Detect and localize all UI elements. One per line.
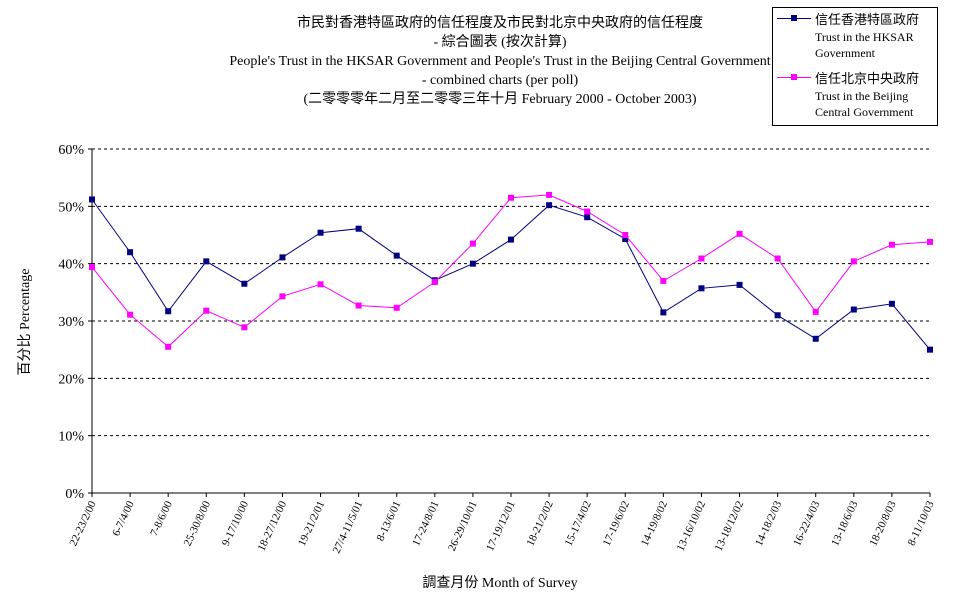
- legend-label-hksar-zh: 信任香港特區政府: [815, 12, 920, 27]
- data-point-series-1: [508, 236, 514, 243]
- series-line-1: [91, 199, 931, 351]
- y-tick-label: 40%: [58, 258, 84, 273]
- data-point-series-1: [736, 281, 743, 288]
- data-point-series-1: [698, 285, 705, 292]
- x-tick-label: 14-19/8/02: [639, 499, 670, 548]
- legend-marker-square-icon: [791, 15, 797, 21]
- data-point-series-2: [203, 307, 210, 314]
- x-tick-label: 13-16/10/02: [675, 499, 709, 553]
- data-point-series-1: [469, 260, 476, 267]
- y-tick-label: 50%: [58, 200, 84, 215]
- data-point-series-1: [165, 308, 172, 315]
- x-tick-label: 18-20/8/03: [867, 499, 898, 548]
- x-tick-label: 17-19/6/02: [601, 499, 632, 548]
- y-tick-label: 60%: [58, 143, 84, 158]
- data-point-series-1: [89, 196, 95, 203]
- legend-label-hksar-en-1: Trust in the HKSAR: [815, 30, 914, 44]
- data-point-series-1: [317, 229, 324, 236]
- y-axis-label: 百分比 Percentage: [18, 268, 33, 376]
- data-point-series-2: [927, 238, 933, 245]
- data-point-series-2: [89, 264, 95, 271]
- legend-marker-square-icon: [791, 74, 797, 80]
- data-point-series-1: [279, 254, 286, 261]
- data-point-series-1: [127, 249, 134, 256]
- data-point-series-2: [660, 277, 667, 284]
- data-point-series-2: [469, 240, 476, 247]
- chart-title: 市民對香港特區政府的信任程度及市民對北京中央政府的信任程度 - 綜合圖表 (按次…: [130, 14, 870, 109]
- data-point-series-2: [241, 324, 248, 331]
- x-tick-label: 16-22/4/03: [791, 499, 822, 548]
- data-point-series-2: [736, 230, 743, 237]
- data-point-series-2: [279, 293, 286, 300]
- data-point-series-2: [355, 302, 362, 309]
- series-line-2: [91, 194, 931, 348]
- data-point-series-2: [774, 255, 781, 262]
- x-tick-label: 8-13/6/01: [374, 499, 403, 543]
- data-point-series-1: [622, 236, 629, 243]
- data-point-series-2: [584, 208, 591, 215]
- data-point-series-1: [850, 306, 857, 313]
- title-line-zh-sub: - 綜合圖表 (按次計算): [433, 35, 567, 50]
- title-line-en: People's Trust in the HKSAR Government a…: [229, 54, 771, 69]
- data-point-series-2: [850, 258, 857, 265]
- x-tick-label: 17-24/8/01: [410, 499, 441, 548]
- x-tick-label: 19-21/2/01: [296, 499, 327, 548]
- data-point-series-2: [508, 194, 514, 201]
- data-point-series-2: [622, 232, 629, 238]
- data-point-series-2: [431, 279, 438, 286]
- x-tick-label: 18-27/12/00: [256, 499, 290, 553]
- x-tick-label: 14-18/2/03: [753, 499, 784, 548]
- x-tick-label: 27/4-11/5/01: [331, 499, 366, 555]
- x-tick-label: 8-11/10/03: [906, 499, 937, 548]
- y-tick-label: 30%: [58, 315, 84, 330]
- title-line-period: (二零零零年二月至二零零三年十月 February 2000 - October…: [303, 92, 697, 107]
- x-tick-label: 7-8/6/00: [148, 499, 175, 538]
- data-point-series-1: [927, 346, 933, 353]
- data-point-series-2: [317, 281, 324, 288]
- data-point-series-1: [546, 202, 553, 209]
- x-axis-label: 調查月份 Month of Survey: [422, 576, 578, 591]
- chart-legend: 信任香港特區政府 Trust in the HKSAR Government 信…: [772, 7, 938, 126]
- data-point-series-1: [203, 258, 210, 265]
- legend-swatch-beijing: [777, 74, 811, 80]
- data-point-series-2: [698, 255, 705, 262]
- x-tick-label: 25-30/8/00: [182, 499, 213, 548]
- x-tick-label: 15-17/4/02: [563, 499, 594, 548]
- x-tick-label: 17-19/12/01: [484, 499, 518, 553]
- data-point-series-1: [241, 280, 248, 287]
- x-tick-label: 22-23/2/00: [67, 499, 98, 548]
- legend-label-beijing-en-2: Central Government: [815, 105, 914, 119]
- legend-swatch-hksar: [777, 15, 811, 21]
- title-line-zh: 市民對香港特區政府的信任程度及市民對北京中央政府的信任程度: [297, 16, 703, 31]
- data-point-series-2: [546, 191, 553, 198]
- data-point-series-1: [584, 214, 591, 221]
- data-point-series-1: [355, 225, 362, 232]
- x-tick-label: 6-7/4/00: [110, 499, 137, 538]
- y-tick-label: 20%: [58, 372, 84, 387]
- legend-label-beijing-zh: 信任北京中央政府: [815, 71, 920, 86]
- x-tick-label: 13-18/12/02: [713, 499, 747, 553]
- data-point-series-2: [165, 343, 172, 350]
- data-point-series-2: [812, 308, 819, 315]
- data-point-series-1: [812, 335, 819, 342]
- title-line-en-sub: - combined charts (per poll): [421, 73, 579, 88]
- data-point-series-1: [660, 309, 667, 316]
- x-tick-label: 13-18/6/03: [829, 499, 860, 548]
- y-tick-label: 10%: [58, 430, 84, 445]
- legend-label-hksar-en-2: Government: [815, 46, 875, 60]
- data-point-series-1: [393, 252, 400, 259]
- y-tick-label: 0%: [65, 487, 84, 502]
- x-tick-label: 9-17/10/00: [220, 499, 251, 548]
- legend-label-beijing-en-1: Trust in the Beijing: [815, 89, 909, 103]
- data-point-series-2: [393, 304, 400, 311]
- x-tick-label: 18-21/2/02: [525, 499, 556, 548]
- x-tick-label: 26-29/10/01: [446, 499, 480, 553]
- data-point-series-2: [888, 241, 895, 248]
- data-point-series-1: [774, 312, 781, 319]
- data-point-series-2: [127, 311, 134, 318]
- data-point-series-1: [888, 300, 895, 307]
